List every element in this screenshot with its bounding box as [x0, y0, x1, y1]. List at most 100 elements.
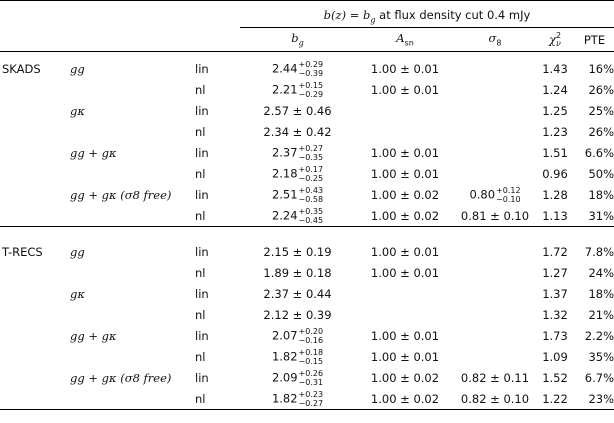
bg-cell: 1.82 +0.18 −0.15: [240, 346, 355, 367]
chi2-cell: 1.13: [542, 208, 568, 223]
chi2-cell: 1.24: [542, 82, 568, 97]
fit-label: lin: [195, 286, 209, 301]
section-label: T-RECS: [2, 244, 43, 259]
section-label-empty: [0, 205, 70, 227]
sigma8-cell-value: 0.82 ± 0.10: [460, 391, 530, 406]
bg-cell: 2.57 ± 0.46: [240, 100, 355, 121]
table-row: nl 2.21 +0.15 −0.29 1.00 ± 0.01 1.24 26%: [0, 79, 614, 100]
table-row: gg + gκ (σ8 free) lin 2.09 +0.26 −0.31 1.00 ±…: [0, 367, 614, 388]
bg-cell-err-down: −0.39: [298, 68, 324, 78]
chi2-cell: 0.96: [542, 166, 568, 181]
chi2-cell: 1.22: [542, 391, 568, 406]
section-label-empty: [0, 367, 70, 388]
sigma8-cell: 0.82 ± 0.10: [455, 388, 535, 410]
bg-cell-value: 2.24: [271, 208, 298, 222]
sigma8-cell: [455, 100, 535, 121]
chi2-cell: 1.72: [542, 244, 568, 259]
chi2-cell: 1.23: [542, 124, 568, 139]
asn-cell: 1.00 ± 0.02: [370, 391, 440, 406]
sigma8-cell-value: 0.82 ± 0.11: [460, 370, 530, 385]
sigma8-cell: [455, 325, 535, 346]
bg-cell-err-down: −0.15: [298, 356, 324, 366]
bg-cell: 1.89 ± 0.18: [240, 262, 355, 283]
chi2-cell: 1.37: [542, 286, 568, 301]
asn-cell: 1.00 ± 0.02: [370, 208, 440, 223]
sigma8-cell-err-up: +0.12: [496, 185, 521, 195]
model-label: gg + gκ (σ8 free): [70, 370, 172, 385]
fit-label: lin: [195, 61, 209, 76]
col-header-bg: bg: [291, 31, 304, 48]
col-header-pte: PTE: [583, 32, 606, 47]
model-label: [70, 163, 195, 184]
fit-label: nl: [195, 265, 206, 280]
table-row: gg + gκ lin 2.37 +0.27 −0.35 1.00 ± 0.01 1.51 6…: [0, 142, 614, 163]
section-label-empty: [0, 304, 70, 325]
section-label-empty: [0, 100, 70, 121]
table-row: nl 2.24 +0.35 −0.45 1.00 ± 0.02 0.81 ± 0.10 1.…: [0, 205, 614, 227]
section-label-empty: [0, 184, 70, 205]
bg-cell-value: 2.21: [271, 82, 298, 96]
model-label: gg + gκ: [70, 145, 117, 160]
table-row: T-RECS gg lin 2.15 ± 0.19 1.00 ± 0.01 1.72 7.8…: [0, 241, 614, 262]
table-row: SKADS gg lin 2.44 +0.29 −0.39 1.00 ± 0.01 1.43 1…: [0, 58, 614, 79]
bg-cell: 2.15 ± 0.19: [240, 241, 355, 262]
span-title-sub: g: [370, 15, 376, 25]
table-row: nl 2.34 ± 0.42 1.23 26%: [0, 121, 614, 142]
section-label-empty: [0, 163, 70, 184]
pte-cell: 6.6%: [584, 145, 614, 160]
bg-cell-errors: +0.29 −0.39: [299, 60, 324, 78]
bg-cell: 2.24 +0.35 −0.45: [240, 205, 355, 227]
pte-cell: 18%: [588, 187, 614, 202]
fit-label: nl: [195, 349, 206, 364]
results-table: b(z) = bg at flux density cut 0.4 mJy bg…: [0, 0, 614, 411]
section-label-empty: [0, 325, 70, 346]
bg-cell-err-down: −0.35: [298, 152, 324, 162]
sigma8-cell-value: 0.80: [469, 187, 496, 201]
bg-cell: 2.37 +0.27 −0.35: [240, 142, 355, 163]
asn-cell: [355, 283, 455, 304]
section-label-empty: [0, 346, 70, 367]
bg-cell-errors: +0.35 −0.45: [299, 207, 324, 225]
chi2-cell: 1.09: [542, 349, 568, 364]
section-rule: [0, 226, 614, 241]
bg-cell-err-up: +0.29: [298, 59, 324, 69]
asn-cell: 1.00 ± 0.01: [370, 166, 440, 181]
chi2-cell: 1.51: [542, 145, 568, 160]
fit-label: lin: [195, 370, 209, 385]
bg-cell-value: 2.44: [271, 61, 298, 75]
pte-cell: 50%: [588, 166, 614, 181]
bg-cell-errors: +0.18 −0.15: [299, 348, 324, 366]
pte-cell: 31%: [588, 208, 614, 223]
sigma8-cell: 0.81 ± 0.10: [455, 205, 535, 227]
span-header: b(z) = bg at flux density cut 0.4 mJy: [240, 5, 614, 28]
bg-cell-errors: +0.23 −0.27: [299, 390, 324, 408]
bg-cell-value: 1.82: [271, 349, 298, 363]
table-row: gg + gκ (σ8 free) lin 2.51 +0.43 −0.58 1.00 ±…: [0, 184, 614, 205]
asn-cell: 1.00 ± 0.02: [370, 370, 440, 385]
bg-cell-err-up: +0.17: [298, 164, 324, 174]
fit-label: lin: [195, 145, 209, 160]
fit-label: nl: [195, 166, 206, 181]
asn-cell: 1.00 ± 0.01: [370, 145, 440, 160]
bg-cell-value: 2.57 ± 0.46: [263, 103, 332, 118]
model-label: gg: [70, 244, 85, 259]
pte-cell: 16%: [588, 61, 614, 76]
model-label: [70, 346, 195, 367]
fit-label: lin: [195, 328, 209, 343]
col-header-asn: Asn: [396, 31, 414, 48]
table-row: nl 2.18 +0.17 −0.25 1.00 ± 0.01 0.96 50%: [0, 163, 614, 184]
bg-cell: 2.34 ± 0.42: [240, 121, 355, 142]
span-title-text: at flux density cut 0.4 mJy: [375, 7, 531, 22]
bg-cell-err-up: +0.23: [298, 389, 324, 399]
sigma8-cell: [455, 58, 535, 79]
section-label: SKADS: [2, 61, 41, 76]
asn-cell: 1.00 ± 0.01: [370, 328, 440, 343]
asn-cell: 1.00 ± 0.01: [370, 265, 440, 280]
bg-cell: 2.21 +0.15 −0.29: [240, 79, 355, 100]
span-header-row: b(z) = bg at flux density cut 0.4 mJy: [0, 5, 614, 28]
sigma8-cell-errors: +0.12 −0.10: [496, 186, 521, 204]
bg-cell-err-up: +0.27: [298, 143, 324, 153]
fit-label: nl: [195, 82, 206, 97]
pte-cell: 25%: [588, 103, 614, 118]
